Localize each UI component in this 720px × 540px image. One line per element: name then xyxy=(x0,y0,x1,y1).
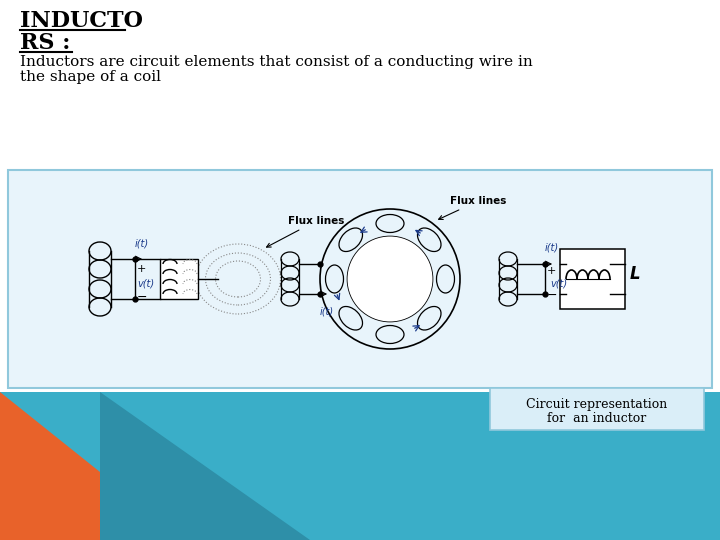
Text: L: L xyxy=(630,265,641,283)
Text: the shape of a coil: the shape of a coil xyxy=(20,70,161,84)
Text: +: + xyxy=(547,266,557,276)
Text: RS :: RS : xyxy=(20,32,71,54)
Text: INDUCTO: INDUCTO xyxy=(20,10,143,32)
Text: for  an inductor: for an inductor xyxy=(547,412,647,425)
Text: Flux lines: Flux lines xyxy=(266,216,344,247)
Text: Flux lines: Flux lines xyxy=(438,196,506,219)
Text: −: − xyxy=(547,288,557,301)
Text: Circuit representation: Circuit representation xyxy=(526,398,667,411)
FancyBboxPatch shape xyxy=(560,249,625,309)
Text: +: + xyxy=(137,264,146,274)
Polygon shape xyxy=(100,392,310,540)
FancyBboxPatch shape xyxy=(490,388,704,430)
FancyBboxPatch shape xyxy=(160,259,198,299)
Text: v(t): v(t) xyxy=(550,279,567,289)
Text: Inductors are circuit elements that consist of a conducting wire in: Inductors are circuit elements that cons… xyxy=(20,55,533,69)
Text: v(t): v(t) xyxy=(137,279,154,289)
Text: i(t): i(t) xyxy=(135,239,149,249)
Ellipse shape xyxy=(348,237,433,321)
Text: −: − xyxy=(137,291,148,303)
Polygon shape xyxy=(0,392,720,540)
Text: i(t): i(t) xyxy=(320,307,334,317)
FancyBboxPatch shape xyxy=(8,170,712,388)
Text: i(t): i(t) xyxy=(545,243,559,253)
Polygon shape xyxy=(0,392,185,540)
